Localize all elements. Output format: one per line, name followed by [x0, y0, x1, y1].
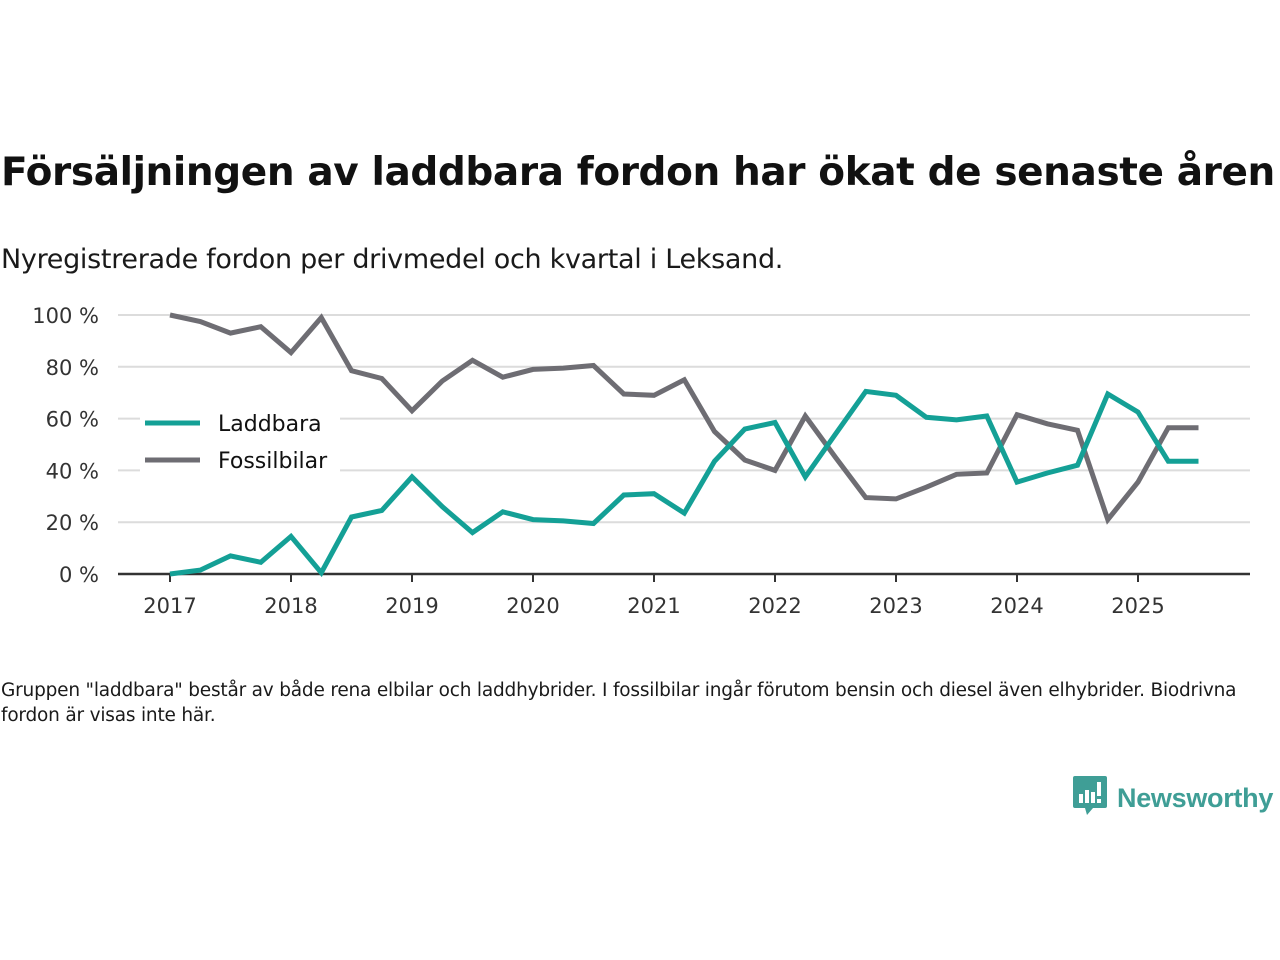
footnote: Gruppen "laddbara" består av både rena e…: [1, 680, 1237, 726]
x-tick-label: 2021: [627, 594, 680, 618]
x-tick-label: 2024: [990, 594, 1043, 618]
x-tick-label: 2025: [1111, 594, 1164, 618]
series-line-laddbara: [169, 388, 1199, 578]
chart-subtitle: Nyregistrerade fordon per drivmedel och …: [1, 244, 784, 275]
x-tick-label: 2019: [385, 594, 438, 618]
x-tick-label: 2023: [869, 594, 922, 618]
x-axis: 2017 2018 2019 2020 2021 2022 2023 2024 2025: [118, 572, 1250, 618]
y-tick-label: 80 %: [46, 356, 99, 380]
legend-background: [140, 400, 340, 480]
series-line-fossilbilar: [169, 312, 1199, 525]
y-axis: 0 % 20 % 40 % 60 % 80 % 100 %: [32, 304, 99, 587]
x-tick-label: 2017: [143, 594, 196, 618]
brand-name: Newsworthy: [1117, 782, 1274, 813]
line-chart: 0 % 20 % 40 % 60 % 80 % 100 % 2017 2018 2019 202…: [32, 304, 1250, 618]
bar-chart-speech-bubble-icon: [1073, 776, 1107, 820]
y-tick-label: 0 %: [59, 563, 99, 587]
x-tick-label: 2020: [506, 594, 559, 618]
x-tick-label: 2022: [748, 594, 801, 618]
legend-label: Fossilbilar: [218, 449, 328, 474]
series-lines: [169, 312, 1199, 578]
chart-title: Försäljningen av laddbara fordon har öka…: [1, 150, 1275, 195]
legend: Laddbara Fossilbilar: [140, 400, 340, 480]
y-tick-label: 20 %: [46, 511, 99, 535]
y-tick-label: 100 %: [32, 304, 99, 328]
x-tick-label: 2018: [264, 594, 317, 618]
brand-logo[interactable]: Newsworthy: [1073, 776, 1273, 820]
y-tick-label: 40 %: [46, 459, 99, 483]
y-tick-label: 60 %: [46, 408, 99, 432]
legend-label: Laddbara: [218, 412, 322, 437]
